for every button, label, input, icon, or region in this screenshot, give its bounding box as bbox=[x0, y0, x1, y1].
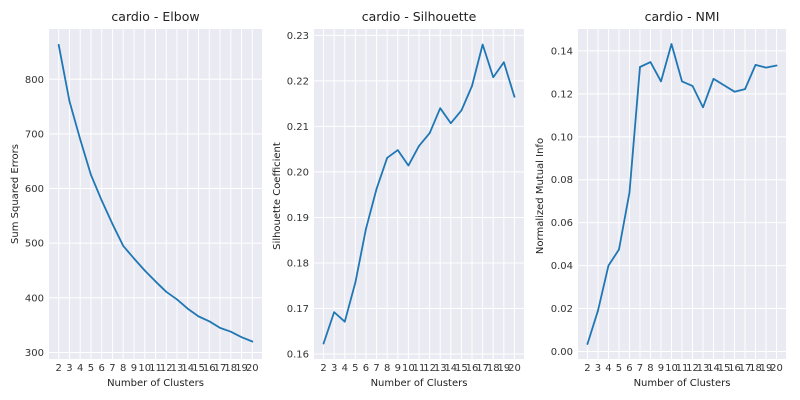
elbow-xtick-label: 4 bbox=[77, 363, 83, 374]
elbow-ylabel: Sum Squared Errors bbox=[10, 144, 21, 244]
elbow-xtick-label: 20 bbox=[246, 363, 259, 374]
elbow-xlabel: Number of Clusters bbox=[107, 378, 204, 389]
nmi-xtick-label: 13 bbox=[697, 363, 710, 374]
nmi-ytick-label: 0.14 bbox=[551, 46, 573, 57]
elbow-xtick-label: 16 bbox=[203, 363, 216, 374]
nmi-ytick-label: 0.08 bbox=[551, 175, 573, 186]
elbow-ytick-label: 300 bbox=[25, 348, 44, 359]
nmi-xtick-label: 6 bbox=[626, 363, 632, 374]
elbow-ytick-label: 500 bbox=[25, 239, 44, 250]
silhouette-xtick-label: 14 bbox=[444, 363, 457, 374]
nmi-xtick-label: 14 bbox=[707, 363, 720, 374]
silhouette-ytick-label: 0.16 bbox=[287, 349, 309, 360]
silhouette-xtick-label: 17 bbox=[476, 363, 489, 374]
nmi-xtick-label: 4 bbox=[605, 363, 611, 374]
nmi-series-line bbox=[586, 43, 778, 345]
elbow-xtick-label: 3 bbox=[66, 363, 72, 374]
silhouette-xtick-label: 10 bbox=[402, 363, 415, 374]
nmi-xtick-label: 5 bbox=[616, 363, 622, 374]
nmi-xtick-label: 17 bbox=[739, 363, 752, 374]
nmi-xtick-label: 15 bbox=[718, 363, 731, 374]
silhouette-xtick-label: 8 bbox=[384, 363, 390, 374]
silhouette-xtick-label: 18 bbox=[487, 363, 500, 374]
silhouette-ytick-label: 0.23 bbox=[287, 31, 309, 42]
nmi-ytick-label: 0.02 bbox=[551, 304, 573, 315]
silhouette-xtick-label: 19 bbox=[497, 363, 510, 374]
elbow-xtick-label: 6 bbox=[99, 363, 105, 374]
silhouette-xtick-label: 15 bbox=[455, 363, 468, 374]
elbow-xtick-label: 12 bbox=[160, 363, 173, 374]
silhouette-xtick-label: 5 bbox=[352, 363, 358, 374]
elbow-xtick-label: 19 bbox=[235, 363, 248, 374]
silhouette-xtick-label: 3 bbox=[331, 363, 337, 374]
elbow-xtick-label: 7 bbox=[109, 363, 115, 374]
nmi-panel: 0.00 0.02 0.04 0.06 0.08 0.10 0.12 0.14 2 3 4 5 6 7 8 9… bbox=[535, 9, 786, 389]
silhouette-title: cardio - Silhouette bbox=[362, 9, 477, 24]
elbow-ytick-label: 400 bbox=[25, 293, 44, 304]
elbow-xtick-label: 18 bbox=[224, 363, 237, 374]
silhouette-xtick-label: 4 bbox=[342, 363, 348, 374]
nmi-xtick-label: 7 bbox=[637, 363, 643, 374]
nmi-xtick-label: 11 bbox=[676, 363, 689, 374]
silhouette-xtick-label: 6 bbox=[363, 363, 369, 374]
nmi-xtick-label: 2 bbox=[584, 363, 590, 374]
silhouette-xtick-label: 2 bbox=[320, 363, 326, 374]
nmi-xtick-label: 12 bbox=[686, 363, 699, 374]
silhouette-xtick-label: 9 bbox=[395, 363, 401, 374]
nmi-xlabel: Number of Clusters bbox=[634, 378, 731, 389]
elbow-xtick-label: 13 bbox=[171, 363, 184, 374]
elbow-xtick-label: 5 bbox=[88, 363, 94, 374]
silhouette-ytick-label: 0.19 bbox=[287, 213, 309, 224]
elbow-ytick-label: 700 bbox=[25, 129, 44, 140]
elbow-panel: 300 400 500 600 700 800 2 3 4 5 6 7 8 9 10111213141516… bbox=[10, 9, 262, 389]
elbow-xtick-label: 9 bbox=[131, 363, 137, 374]
nmi-xtick-label: 19 bbox=[760, 363, 773, 374]
nmi-ytick-label: 0.10 bbox=[551, 132, 573, 143]
silhouette-xtick-label: 13 bbox=[434, 363, 447, 374]
nmi-ytick-label: 0.12 bbox=[551, 89, 573, 100]
elbow-xtick-label: 10 bbox=[138, 363, 151, 374]
elbow-xtick-label: 15 bbox=[192, 363, 205, 374]
nmi-ytick-label: 0.04 bbox=[551, 261, 573, 272]
elbow-title: cardio - Elbow bbox=[111, 9, 199, 24]
silhouette-ytick-label: 0.20 bbox=[287, 167, 309, 178]
nmi-xtick-label: 8 bbox=[647, 363, 653, 374]
elbow-xtick-label: 17 bbox=[214, 363, 227, 374]
nmi-xtick-label: 10 bbox=[665, 363, 678, 374]
silhouette-ytick-label: 0.22 bbox=[287, 76, 309, 87]
silhouette-series-line bbox=[322, 43, 516, 345]
silhouette-ylabel: Silhouette Coefficient bbox=[272, 142, 283, 250]
silhouette-xtick-label: 12 bbox=[423, 363, 436, 374]
elbow-xtick-label: 2 bbox=[55, 363, 61, 374]
silhouette-xtick-label: 7 bbox=[373, 363, 379, 374]
nmi-xtick-label: 9 bbox=[658, 363, 664, 374]
nmi-xtick-label: 3 bbox=[595, 363, 601, 374]
elbow-xtick-label: 14 bbox=[181, 363, 194, 374]
nmi-xtick-label: 18 bbox=[749, 363, 762, 374]
elbow-xtick-label: 8 bbox=[120, 363, 126, 374]
silhouette-ytick-label: 0.17 bbox=[287, 304, 309, 315]
elbow-ytick-label: 800 bbox=[25, 75, 44, 86]
nmi-xtick-label: 20 bbox=[770, 363, 783, 374]
silhouette-xtick-label: 16 bbox=[466, 363, 479, 374]
silhouette-ytick-label: 0.18 bbox=[287, 258, 309, 269]
nmi-xtick-label: 16 bbox=[728, 363, 741, 374]
nmi-ytick-label: 0.06 bbox=[551, 218, 573, 229]
elbow-ytick-label: 600 bbox=[25, 184, 44, 195]
silhouette-xtick-label: 20 bbox=[508, 363, 521, 374]
elbow-xtick-label: 11 bbox=[149, 363, 162, 374]
elbow-series-line bbox=[57, 43, 254, 343]
nmi-ytick-label: 0.00 bbox=[551, 347, 573, 358]
nmi-ylabel: Normalized Mutual Info bbox=[535, 138, 546, 254]
nmi-title: cardio - NMI bbox=[645, 9, 720, 24]
silhouette-panel: 0.16 0.17 0.18 0.19 0.20 0.21 0.22 0.23 2 3 4 5 6 7 8 9… bbox=[272, 9, 524, 389]
silhouette-xtick-label: 11 bbox=[413, 363, 426, 374]
silhouette-xlabel: Number of Clusters bbox=[371, 378, 468, 389]
silhouette-ytick-label: 0.21 bbox=[287, 122, 309, 133]
